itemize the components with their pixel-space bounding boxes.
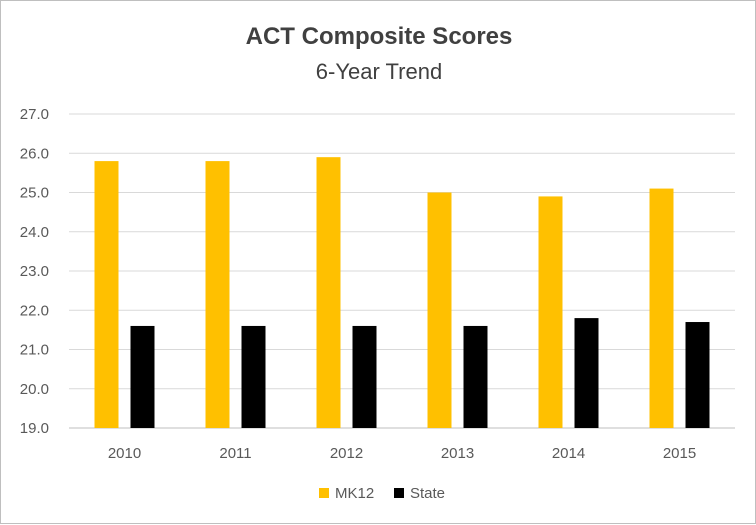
- y-tick-label: 22.0: [20, 302, 49, 319]
- bar-mk12-2015: [649, 188, 674, 428]
- bar-state-2012: [352, 325, 377, 428]
- y-tick-label: 20.0: [20, 381, 49, 398]
- bar-mk12-2012: [316, 157, 341, 429]
- bar-state-2011: [241, 325, 266, 428]
- legend-label-mk12: MK12: [335, 485, 374, 502]
- gridlines: [69, 113, 735, 429]
- y-tick-label: 23.0: [20, 263, 49, 280]
- legend-swatch-state: [394, 488, 404, 498]
- y-tick-label: 19.0: [20, 420, 49, 437]
- bar-mk12-2011: [205, 161, 230, 428]
- legend-swatch-mk12: [319, 488, 329, 498]
- x-tick-label: 2010: [108, 445, 141, 462]
- x-axis-ticks: 2010 2011 2012 2013 2014 2015: [108, 445, 696, 462]
- y-axis-ticks: 19.0 20.0 21.0 22.0 23.0 24.0 25.0 26.0 27.0: [20, 106, 49, 437]
- bar-state-2013: [463, 325, 488, 428]
- y-tick-label: 21.0: [20, 342, 49, 359]
- legend-label-state: State: [410, 485, 445, 502]
- x-tick-label: 2012: [330, 445, 363, 462]
- y-tick-label: 24.0: [20, 224, 49, 241]
- x-tick-label: 2013: [441, 445, 474, 462]
- y-tick-label: 26.0: [20, 145, 49, 162]
- chart-title: ACT Composite Scores: [246, 23, 513, 50]
- legend: MK12 State: [319, 485, 445, 502]
- bar-state-2010: [130, 325, 155, 428]
- x-tick-label: 2014: [552, 445, 585, 462]
- y-tick-label: 27.0: [20, 106, 49, 123]
- bar-state-2014: [574, 318, 599, 428]
- bar-mk12-2010: [94, 161, 119, 428]
- bar-state-2015: [685, 322, 710, 428]
- bars: [94, 157, 710, 429]
- x-tick-label: 2015: [663, 445, 696, 462]
- bar-mk12-2013: [427, 192, 452, 428]
- x-tick-label: 2011: [219, 445, 251, 462]
- chart-subtitle: 6-Year Trend: [316, 59, 442, 84]
- y-tick-label: 25.0: [20, 185, 49, 202]
- bar-mk12-2014: [538, 196, 563, 428]
